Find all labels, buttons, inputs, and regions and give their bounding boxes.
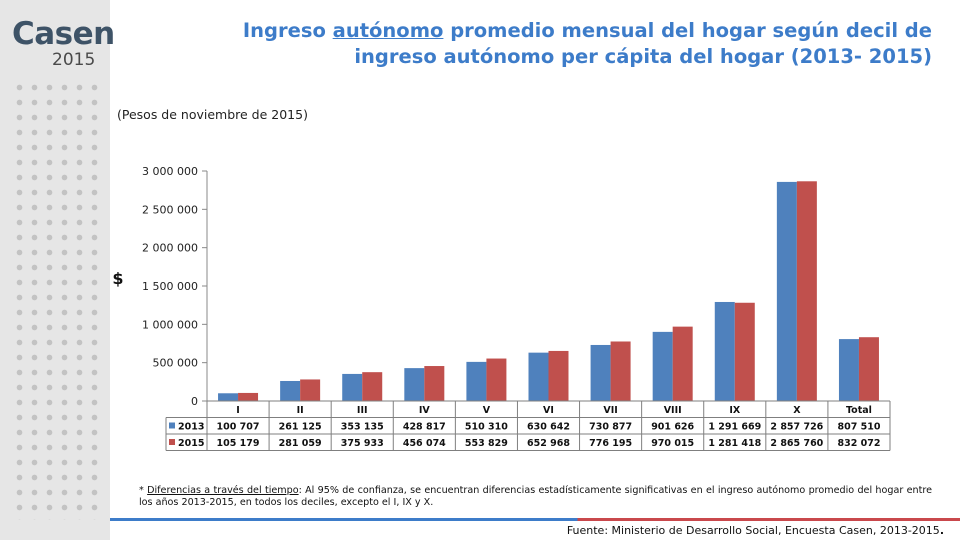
dot-pattern: [12, 80, 104, 520]
y-tick-label: 3 000 000: [142, 165, 198, 178]
bar-2015-Total: [858, 337, 879, 401]
bar-2015-X: [796, 181, 817, 401]
x-tick-label: IX: [729, 405, 741, 416]
footnote-text: : Al 95% de confianza, se encuentran dif…: [139, 485, 932, 508]
x-tick-label: Total: [846, 405, 872, 416]
data-label: 2 865 760: [770, 438, 823, 449]
y-tick-label: 2 000 000: [142, 242, 198, 255]
bar-2015-II: [300, 379, 321, 401]
data-label: 832 072: [837, 438, 880, 449]
data-label: 807 510: [837, 422, 880, 433]
logo-word: Casen: [12, 16, 115, 52]
data-label: 901 626: [651, 422, 694, 433]
page-title: Ingreso autónomo promedio mensual del ho…: [172, 18, 932, 70]
x-tick-label: III: [357, 405, 368, 416]
sidebar-panel: Casen 2015: [0, 0, 115, 540]
bar-2013-V: [466, 361, 487, 401]
bar-2013-IV: [404, 368, 425, 401]
unit-note: (Pesos de noviembre de 2015): [117, 107, 308, 122]
bar-2013-I: [218, 393, 239, 401]
y-tick-label: 1 500 000: [142, 280, 198, 293]
source-note: Fuente: Ministerio de Desarrollo Social,…: [567, 524, 944, 537]
bar-2015-I: [238, 392, 259, 401]
bar-2013-VIII: [652, 331, 673, 401]
title-underlined: autónomo: [332, 19, 444, 42]
x-tick-label: VIII: [664, 405, 682, 416]
data-label: 970 015: [651, 438, 694, 449]
x-tick-label: IV: [419, 405, 431, 416]
legend-swatch-2013: [169, 422, 175, 429]
data-label: 281 059: [279, 438, 322, 449]
data-label: 652 968: [527, 438, 570, 449]
y-axis-label: $: [112, 269, 123, 288]
data-label: 105 179: [217, 438, 260, 449]
legend-label-2013: 2013: [178, 422, 204, 433]
source-text: Fuente: Ministerio de Desarrollo Social,…: [566, 524, 940, 537]
y-tick-label: 1 000 000: [142, 318, 198, 331]
bar-2013-VI: [528, 352, 549, 401]
data-label: 730 877: [589, 422, 632, 433]
bar-2013-III: [342, 373, 363, 401]
bar-2015-IV: [424, 366, 445, 401]
bar-2013-VII: [590, 344, 611, 401]
y-tick-label: 500 000: [153, 357, 199, 370]
data-label: 100 707: [217, 422, 260, 433]
x-tick-label: X: [793, 405, 801, 416]
bar-2015-VIII: [672, 326, 693, 401]
x-tick-label: II: [297, 405, 304, 416]
data-label: 510 310: [465, 422, 508, 433]
footnote-star: *: [139, 485, 148, 496]
data-label: 630 642: [527, 422, 570, 433]
y-tick-label: 0: [191, 395, 198, 408]
source-end: .: [939, 524, 944, 537]
bar-2013-X: [776, 181, 797, 401]
data-label: 375 933: [341, 438, 384, 449]
bar-2015-VII: [610, 341, 631, 401]
bar-2013-II: [280, 380, 301, 401]
bar-2015-III: [362, 372, 383, 401]
data-label: 1 281 418: [708, 438, 761, 449]
data-label: 428 817: [403, 422, 446, 433]
x-tick-label: VI: [543, 405, 554, 416]
data-label: 261 125: [279, 422, 322, 433]
title-pre: Ingreso: [242, 19, 333, 42]
y-tick-label: 2 500 000: [142, 203, 198, 216]
data-label: 2 857 726: [770, 422, 823, 433]
bar-2015-IX: [734, 302, 755, 401]
data-label: 776 195: [589, 438, 632, 449]
title-post: promedio mensual del hogar según decil d…: [354, 19, 932, 68]
data-label: 353 135: [341, 422, 384, 433]
bar-2013-IX: [714, 301, 735, 401]
footer-rule: [110, 518, 960, 521]
data-label: 553 829: [465, 438, 508, 449]
data-label: 1 291 669: [708, 422, 761, 433]
footnote: * Diferencias a través del tiempo: Al 95…: [139, 485, 932, 509]
legend-label-2015: 2015: [178, 438, 204, 449]
data-label: 456 074: [403, 438, 446, 449]
bar-2013-Total: [838, 339, 859, 401]
footnote-underlined: Diferencias a través del tiempo: [147, 485, 299, 496]
x-tick-label: I: [236, 405, 240, 416]
x-tick-label: VII: [603, 405, 617, 416]
bar-2015-V: [486, 358, 507, 401]
legend-swatch-2015: [169, 439, 175, 445]
x-tick-label: V: [483, 405, 491, 416]
bar-2015-VI: [548, 350, 569, 401]
logo-year: 2015: [52, 50, 96, 70]
